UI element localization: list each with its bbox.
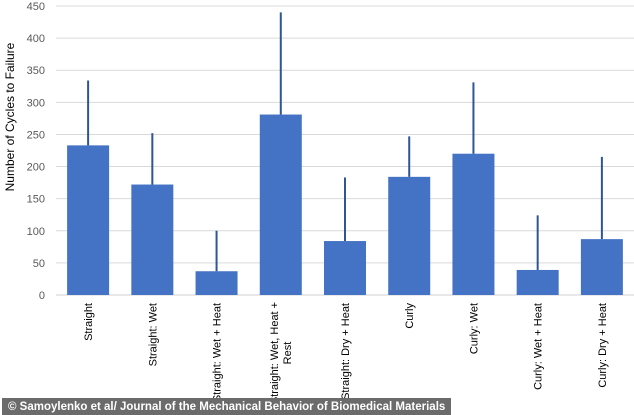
bar	[195, 271, 238, 295]
y-tick-label: 0	[39, 290, 45, 302]
y-tick-label: 100	[27, 226, 45, 238]
credit-text: © Samoylenko et al/ Journal of the Mecha…	[8, 400, 446, 413]
error-bars	[87, 12, 603, 272]
x-axis-labels: Straight Straight: Wet Straight: Wet + Hea…	[83, 302, 609, 404]
x-tick-label: Straight: Wet	[147, 303, 159, 366]
y-axis-title: Number of Cycles to Failure	[3, 42, 17, 191]
y-tick-label: 400	[27, 33, 45, 45]
bar	[67, 145, 110, 295]
y-tick-label: 450	[27, 1, 45, 13]
y-axis-ticks: 0 50 100 150 200 250 300 350 400 450	[27, 1, 45, 302]
credit-banner: © Samoylenko et al/ Journal of the Mecha…	[2, 398, 452, 415]
bar	[388, 176, 431, 295]
x-tick-label: Curly: Wet + Heat	[533, 303, 545, 390]
x-tick-label: Curly: Dry + Heat	[597, 303, 609, 388]
bar	[324, 241, 366, 295]
y-tick-label: 300	[27, 97, 45, 109]
x-tick-label: Straight: Wet + Heat	[212, 303, 224, 402]
y-tick-label: 250	[27, 129, 45, 141]
bar	[259, 114, 302, 295]
bar	[131, 184, 174, 295]
x-tick-label: Straight: Dry + Heat	[340, 303, 352, 400]
bars	[67, 114, 623, 295]
bar	[580, 239, 623, 295]
y-tick-label: 350	[27, 65, 45, 77]
y-tick-label: 50	[33, 258, 45, 270]
x-tick-label: Straight	[83, 303, 95, 341]
bar	[516, 269, 559, 295]
bar	[452, 153, 495, 295]
y-tick-label: 150	[27, 194, 45, 206]
x-tick-label: Straight: Wet, Heat +Rest	[269, 302, 294, 404]
y-tick-label: 200	[27, 162, 45, 174]
x-tick-label: Curly: Wet	[468, 303, 480, 354]
x-tick-label: Curly	[404, 303, 416, 329]
